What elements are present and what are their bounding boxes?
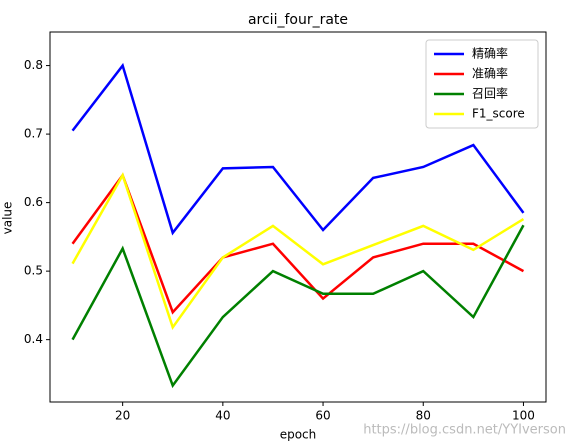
watermark: https://blog.csdn.net/YYIverson [363,423,566,438]
legend-label: 召回率 [472,86,508,101]
y-tick-label: 0.4 [24,332,43,346]
y-tick-label: 0.7 [24,127,43,141]
x-axis-label: epoch [280,428,317,442]
series-line [71,172,525,331]
y-tick-label: 0.6 [24,195,43,209]
series-line [71,172,525,315]
legend-box [425,39,539,129]
y-tick-label: 0.5 [24,264,43,278]
x-tick-label: 80 [416,409,431,423]
legend-label: F1_score [472,107,525,121]
y-axis-label: value [1,202,15,235]
x-tick-label: 20 [115,409,130,423]
legend-label: 精确率 [472,46,508,61]
x-tick-label: 100 [512,409,535,423]
legend-label: 准确率 [472,66,508,81]
x-tick-label: 40 [215,409,230,423]
chart-title: arcii_four_rate [248,12,348,28]
series-line [71,224,525,389]
y-tick-label: 0.8 [24,58,43,72]
x-tick-label: 60 [315,409,330,423]
plot-frame [49,31,547,403]
series-line [71,62,525,236]
